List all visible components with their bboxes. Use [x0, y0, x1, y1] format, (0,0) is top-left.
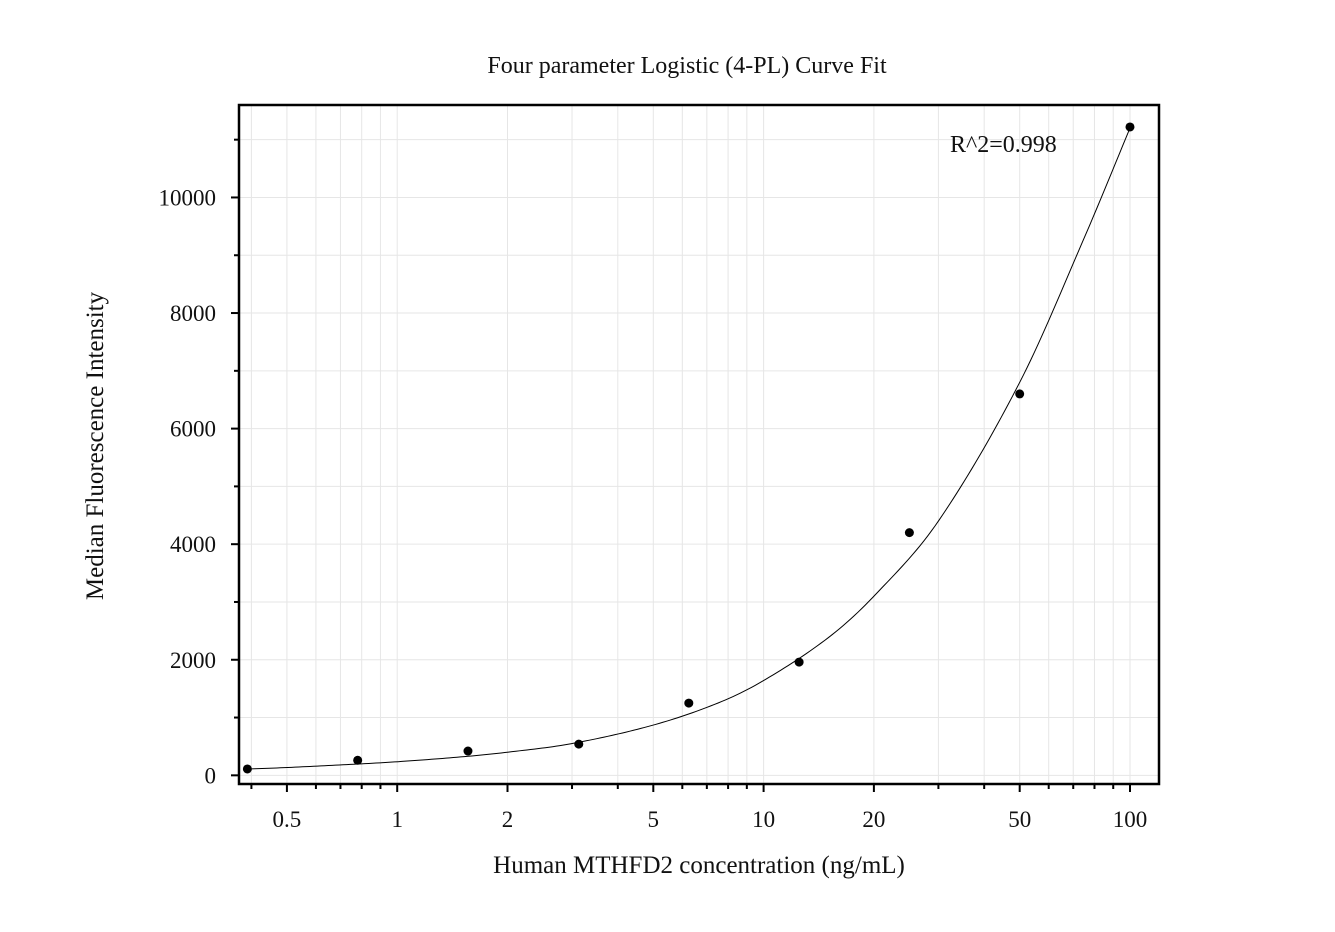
x-tick-label: 20	[862, 807, 885, 832]
tick-labels: 0.5 1 2 5 10 20 50 100 0 2000 4000 6000 8000 10000	[159, 185, 1148, 832]
data-points	[242, 122, 1135, 774]
r-squared-annotation: R^2=0.998	[950, 132, 1057, 158]
x-tick-label: 50	[1008, 807, 1031, 832]
y-tick-label: 6000	[170, 417, 216, 442]
axis-ticks	[231, 138, 1131, 792]
grid-lines	[239, 105, 1159, 784]
plot-frame	[237, 103, 1161, 786]
data-point	[684, 698, 694, 708]
y-axis-title: Median Fluorescence Intensity	[82, 291, 109, 600]
y-tick-label: 10000	[159, 185, 217, 210]
x-tick-label: 5	[648, 807, 660, 832]
data-point	[1125, 122, 1135, 132]
y-tick-label: 0	[205, 763, 217, 788]
data-point	[353, 755, 363, 765]
y-tick-label: 4000	[170, 532, 216, 557]
data-point	[463, 746, 473, 756]
x-tick-label: 100	[1113, 807, 1148, 832]
data-point	[904, 528, 914, 538]
x-tick-label: 10	[752, 807, 775, 832]
data-point	[794, 657, 804, 667]
fit-curve-line	[247, 127, 1131, 770]
chart-title: Four parameter Logistic (4-PL) Curve Fit	[487, 53, 887, 79]
x-tick-label: 0.5	[273, 807, 302, 832]
y-tick-label: 2000	[170, 648, 216, 673]
x-tick-label: 1	[391, 807, 403, 832]
x-tick-label: 2	[502, 807, 514, 832]
data-point	[574, 739, 584, 749]
x-axis-title: Human MTHFD2 concentration (ng/mL)	[493, 852, 905, 879]
data-point	[1015, 389, 1025, 399]
data-point	[242, 764, 252, 774]
y-tick-label: 8000	[170, 301, 216, 326]
